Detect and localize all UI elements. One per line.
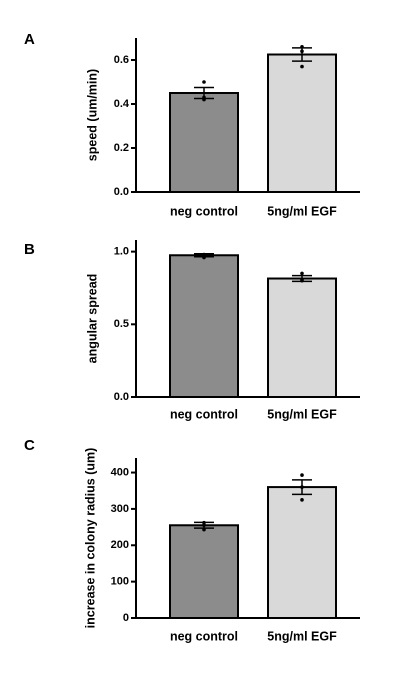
data-point [300,64,304,69]
x-category-label: 5ng/ml EGF [267,407,337,421]
panel-letter: B [24,241,35,258]
data-point [300,485,304,489]
bar-egf [267,486,337,619]
x-category-label: neg control [170,407,238,421]
data-point [300,49,304,53]
data-point [202,527,206,532]
bar-neg-control [169,524,239,619]
chart-panel-b: B 0.0 0.5 1.0 neg control 5ng/ml EGF angular s… [24,240,360,421]
data-point [300,473,304,477]
chart-panel-c: C 0 100 200 300 400 neg control 5ng/ml EGF incre… [24,437,360,643]
data-point [202,523,206,528]
bar-neg-control [169,254,239,398]
x-category-label: 5ng/ml EGF [267,629,337,643]
data-point [202,520,206,525]
y-tick-label: 0.4 [114,98,130,110]
y-axis-title: speed (um/min) [85,69,99,161]
data-point [300,271,304,276]
data-point [202,255,206,260]
y-tick-label: 1.0 [114,246,129,258]
y-tick-label: 0.5 [114,318,129,330]
data-point [300,278,304,283]
y-tick-label: 0 [123,612,129,624]
y-tick-label: 400 [111,466,129,478]
chart-panel-a: A 0.0 0.2 0.4 0.6 neg control 5ng/ml EGF speed … [24,31,360,218]
y-tick-label: 0.0 [114,391,129,403]
y-tick-label: 0.6 [114,54,129,66]
bar-neg-control [169,92,239,193]
data-point [300,45,304,49]
data-point [202,80,206,84]
y-tick-label: 200 [111,539,129,551]
panel-letter: C [24,437,35,454]
x-category-label: neg control [170,204,238,218]
y-tick-label: 100 [111,576,129,588]
y-axis-title: angular spread [85,274,99,364]
bar-egf [267,53,337,193]
y-axis-title: increase in colony radius (um) [83,448,97,629]
x-category-label: neg control [170,629,238,643]
y-tick-label: 300 [111,503,129,515]
y-tick-label: 0.2 [114,142,129,154]
bar-egf [267,277,337,399]
panel-letter: A [24,31,35,48]
x-category-label: 5ng/ml EGF [267,204,337,218]
data-point [202,97,206,102]
data-point [300,498,304,502]
y-tick-label: 0.0 [114,186,129,198]
